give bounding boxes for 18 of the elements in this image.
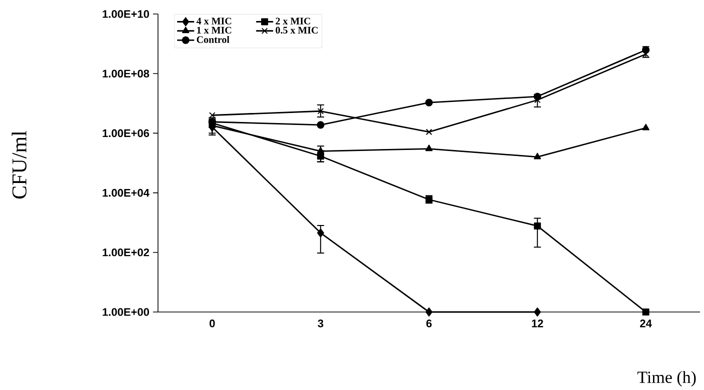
legend-label: 4 x MIC — [196, 18, 232, 24]
y-tick-label: 1.00E+00 — [102, 308, 150, 316]
y-axis-title: CFU/ml — [12, 130, 26, 199]
legend-label: Control — [196, 36, 230, 43]
x-tick-label: 12 — [532, 320, 544, 328]
y-tick-label: 1.00E+10 — [102, 10, 150, 18]
y-tick-label: 1.00E+08 — [102, 70, 150, 78]
x-tick-label: 3 — [318, 320, 324, 328]
x-tick-label: 6 — [426, 320, 432, 328]
y-tick-label: 1.00E+02 — [102, 248, 150, 256]
x-tick-label: 24 — [640, 320, 652, 328]
legend-label: 0.5 x MIC — [276, 26, 318, 34]
legend-label: 2 x MIC — [276, 18, 310, 24]
y-tick-label: 1.00E+04 — [102, 188, 150, 197]
x-tick-label: 0 — [210, 320, 215, 328]
legend-label: 1 x MIC — [197, 26, 232, 34]
y-tick-label: 1.00E+06 — [102, 129, 150, 138]
x-axis-title: Time (h) — [637, 371, 696, 386]
